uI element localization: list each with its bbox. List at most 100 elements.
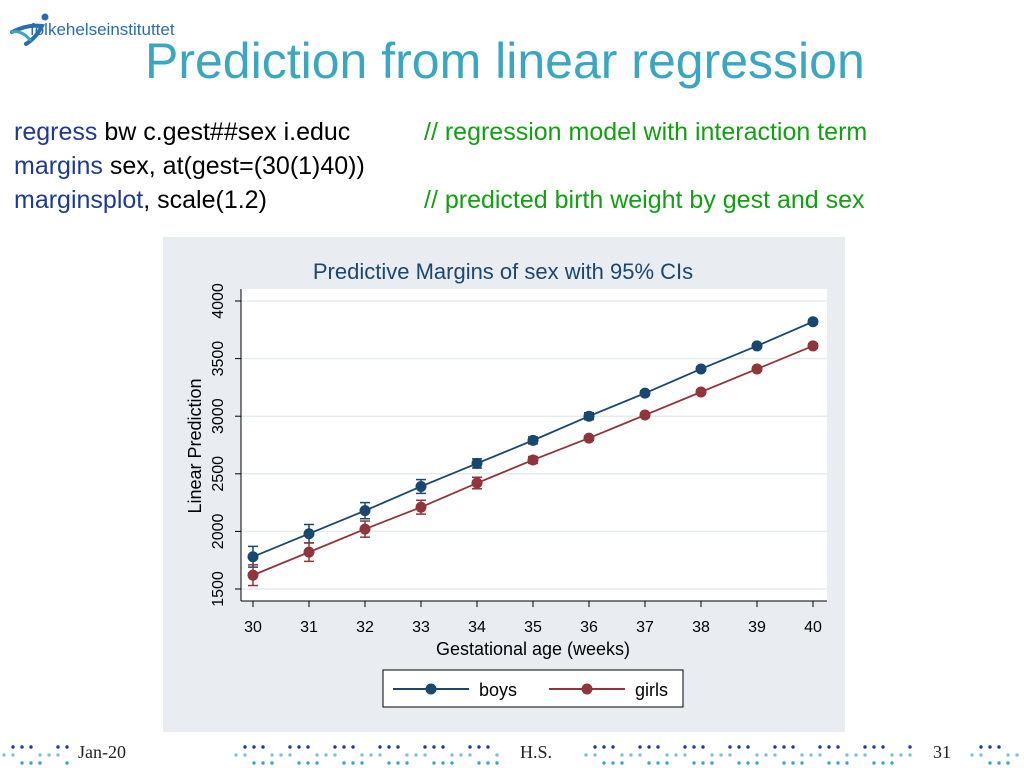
x-tick-label: 38 <box>692 619 710 636</box>
code-line-2: margins sex, at(gest=(30(1)40)) <box>14 152 365 181</box>
code-comment: // regression model with interaction ter… <box>424 118 868 146</box>
x-tick-label: 32 <box>356 619 374 636</box>
data-point-boys <box>415 480 427 492</box>
decor-dot <box>827 745 831 749</box>
decor-dot <box>56 753 60 757</box>
decor-dot <box>701 745 705 749</box>
decor-dot <box>441 761 445 765</box>
decor-dot <box>450 753 454 757</box>
decor-dot <box>881 761 885 765</box>
data-point-girls <box>695 386 707 398</box>
data-point-girls <box>583 432 595 444</box>
data-point-boys <box>695 363 707 375</box>
decor-dot <box>297 761 301 765</box>
decor-dot <box>261 761 265 765</box>
decor-dot <box>737 745 741 749</box>
decor-dot <box>315 753 319 757</box>
decor-dot <box>836 745 840 749</box>
decor-dot <box>809 753 813 757</box>
decor-dot <box>665 761 669 765</box>
decor-dot <box>270 761 274 765</box>
decor-dot <box>342 761 346 765</box>
decor-dot <box>593 745 597 749</box>
decor-dot <box>486 761 490 765</box>
decor-dot <box>1015 753 1019 757</box>
decor-dot <box>243 753 247 757</box>
decor-dot <box>261 745 265 749</box>
data-point-girls <box>471 477 483 489</box>
decor-dot <box>450 761 454 765</box>
data-point-girls <box>415 501 427 513</box>
data-point-boys <box>639 387 651 399</box>
decor-dot <box>629 753 633 757</box>
decor-dot <box>333 745 337 749</box>
decor-dot <box>252 745 256 749</box>
decor-dot <box>755 753 759 757</box>
logo-mark-icon <box>10 13 49 46</box>
data-point-boys <box>807 316 819 328</box>
decor-dot <box>665 753 669 757</box>
y-tick-label: 2000 <box>210 514 227 550</box>
decor-dot <box>638 745 642 749</box>
decor-dot <box>2 753 6 757</box>
decor-dot <box>773 753 777 757</box>
code-args: bw c.gest##sex i.educ <box>97 118 351 146</box>
code-line-1: regress bw c.gest##sex i.educ <box>14 118 350 147</box>
decor-dot <box>818 753 822 757</box>
decor-dot <box>773 745 777 749</box>
decor-dot <box>423 745 427 749</box>
logo-text: folkehelseinstituttet <box>30 20 175 39</box>
decor-dot <box>477 745 481 749</box>
margins-chart: Predictive Margins of sex with 95% CIs 1… <box>185 259 827 708</box>
decor-dot <box>1006 753 1010 757</box>
data-point-boys <box>247 551 259 563</box>
decor-dot <box>432 761 436 765</box>
decor-dot <box>11 745 15 749</box>
decor-dot <box>11 753 15 757</box>
code-args: , scale(1.2) <box>143 186 267 214</box>
legend-label-girls: girls <box>635 680 668 700</box>
decor-dot <box>1006 761 1010 765</box>
x-tick-label: 39 <box>748 619 766 636</box>
x-tick-label: 34 <box>468 619 486 636</box>
decor-dot <box>20 745 24 749</box>
decor-dot <box>315 761 319 765</box>
decor-dot <box>29 761 33 765</box>
decor-dot <box>701 761 705 765</box>
decor-dot <box>647 745 651 749</box>
y-tick-label: 1500 <box>210 571 227 607</box>
decor-dot <box>836 761 840 765</box>
decor-dot <box>620 761 624 765</box>
decor-dot <box>979 745 983 749</box>
code-args: sex, at(gest=(30(1)40)) <box>102 152 365 180</box>
decor-dot <box>719 753 723 757</box>
decor-dot <box>602 745 606 749</box>
decor-dot <box>65 761 69 765</box>
decor-dot <box>782 745 786 749</box>
fhi-logo <box>10 13 49 46</box>
decor-dot <box>764 753 768 757</box>
data-point-girls <box>527 454 539 466</box>
code-line-3: marginsplot, scale(1.2) <box>14 186 267 215</box>
decor-dot <box>854 753 858 757</box>
footer-dot-pattern-right <box>584 745 912 765</box>
decor-dot <box>800 753 804 757</box>
decor-dot <box>378 753 382 757</box>
decor-dot <box>611 761 615 765</box>
code-command: regress <box>14 118 98 146</box>
decor-dot <box>800 761 804 765</box>
decor-dot <box>710 761 714 765</box>
decor-dot <box>593 753 597 757</box>
decor-dot <box>692 745 696 749</box>
decor-dot <box>881 745 885 749</box>
decor-dot <box>29 745 33 749</box>
decor-dot <box>845 753 849 757</box>
legend-marker-girls <box>581 683 593 695</box>
decor-dot <box>441 745 445 749</box>
decor-dot <box>288 753 292 757</box>
decor-dot <box>387 761 391 765</box>
legend: boys girls <box>382 669 684 708</box>
decor-dot <box>611 745 615 749</box>
decor-dot <box>468 745 472 749</box>
decor-dot <box>890 753 894 757</box>
